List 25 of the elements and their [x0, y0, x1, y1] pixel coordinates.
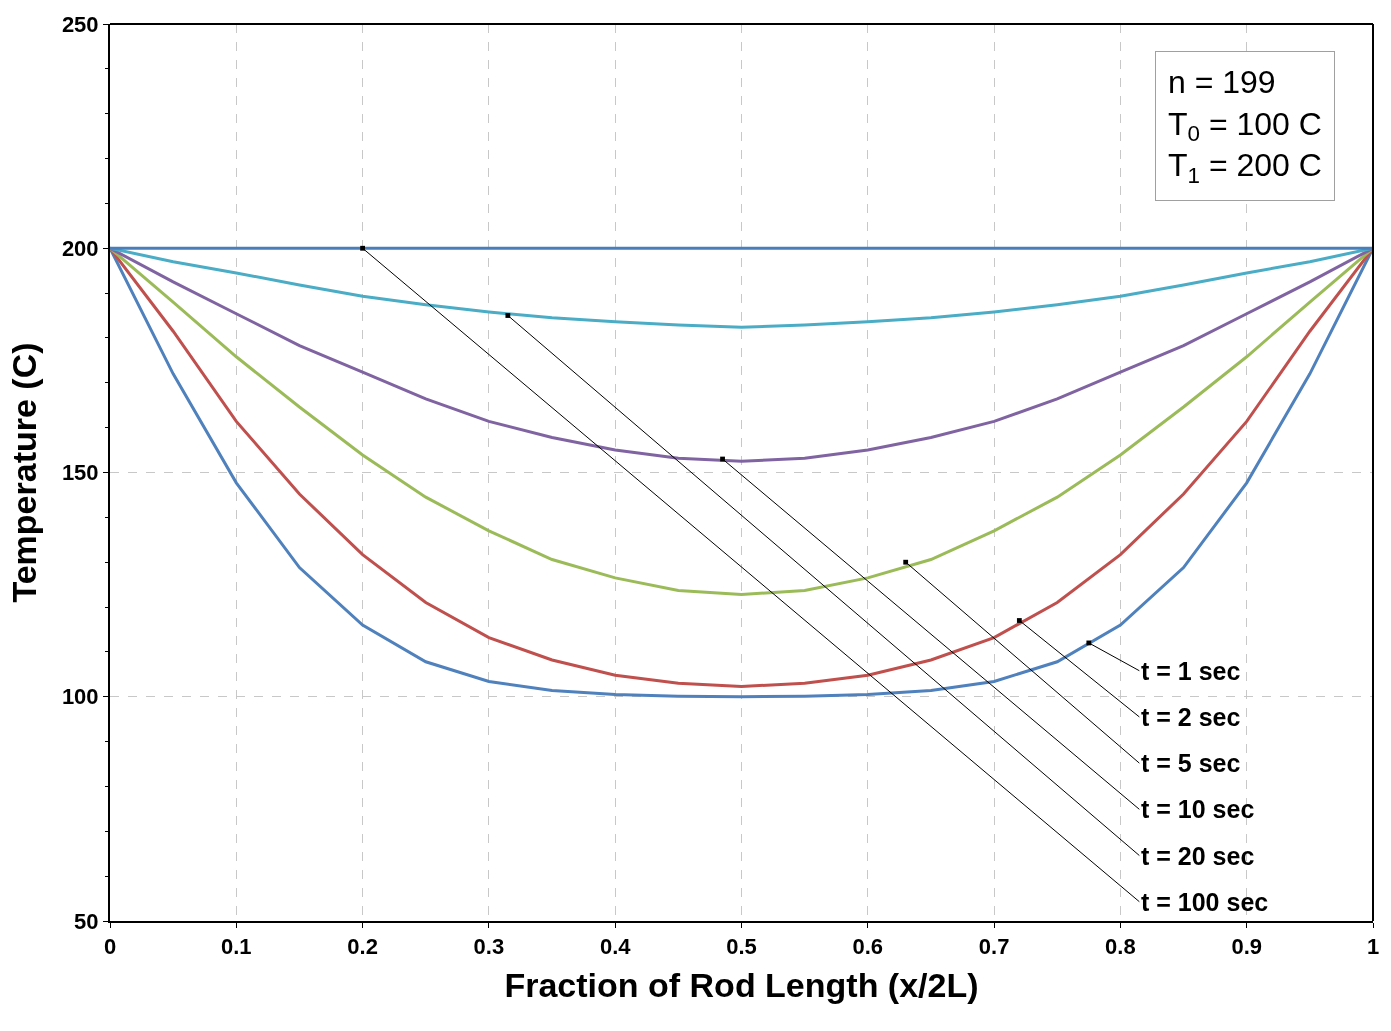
x-tick-label: 0.2 [347, 934, 378, 960]
y-tick-label: 200 [61, 235, 99, 261]
annotation: t = 2 sec [1141, 703, 1241, 731]
y-tick-label: 250 [61, 11, 99, 37]
x-tick-label: 0.4 [599, 934, 632, 960]
x-tick-label: 1 [1366, 934, 1380, 960]
y-axis-title: Temperature (C) [4, 342, 43, 603]
x-axis-title: Fraction of Rod Length (x/2L) [504, 966, 979, 1005]
x-tick-label: 0 [103, 934, 117, 960]
annotation: t = 1 sec [1141, 657, 1241, 685]
y-tick-label: 100 [61, 684, 99, 710]
annotation: t = 20 sec [1141, 842, 1255, 870]
x-tick-label: 0.3 [473, 934, 505, 960]
annotation: n = 199 T$_{0}$ = 100 C T$_{1}$ = 200 C [1168, 64, 1322, 188]
x-tick-label: 0.6 [852, 934, 884, 960]
annotation: t = 100 sec [1141, 888, 1269, 916]
y-tick-label: 150 [61, 460, 99, 486]
annotation: t = 5 sec [1141, 749, 1241, 777]
x-tick-label: 0.5 [726, 934, 757, 960]
x-tick-label: 0.7 [978, 934, 1010, 960]
annotation: t = 10 sec [1141, 795, 1255, 823]
x-tick-label: 0.8 [1105, 934, 1136, 960]
x-tick-label: 0.1 [221, 934, 252, 960]
y-tick-label: 50 [74, 908, 99, 934]
x-tick-label: 0.9 [1231, 934, 1262, 960]
